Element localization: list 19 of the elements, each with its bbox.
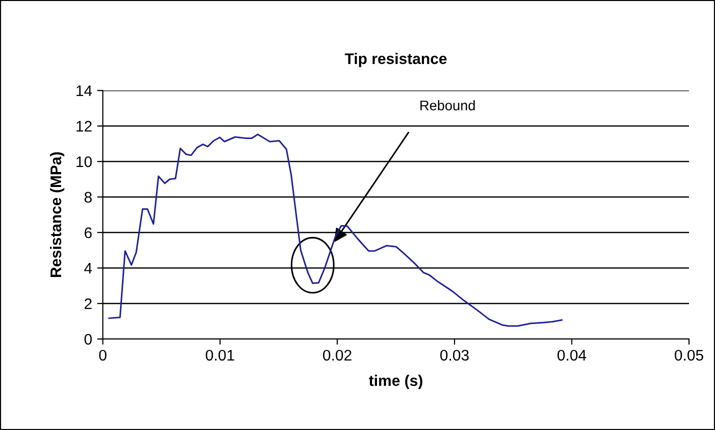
x-tick-label: 0.01 xyxy=(206,350,234,361)
y-tick-label: 2 xyxy=(84,298,92,310)
y-tick-label: 14 xyxy=(76,86,92,96)
x-tick-label: 0 xyxy=(99,350,106,361)
y-tick-label: 12 xyxy=(76,120,92,132)
y-tick-label: 8 xyxy=(84,192,92,203)
y-tick-label: 6 xyxy=(84,227,92,238)
x-tick-label: 0.02 xyxy=(323,350,352,361)
chart-title: Tip resistance xyxy=(344,52,447,68)
line-series xyxy=(108,134,563,327)
y-axis-title: Resistance (MPa) xyxy=(50,152,64,277)
y-tick-label: 4 xyxy=(84,263,92,274)
x-tick-label: 0.04 xyxy=(557,350,586,361)
y-tick-label: 0 xyxy=(84,334,92,345)
annotation: Rebound xyxy=(420,100,475,110)
x-tick-label: 0.03 xyxy=(440,350,469,361)
y-tick-label: 10 xyxy=(76,156,92,168)
x-axis-title: time (s) xyxy=(368,374,422,390)
x-tick-label: 0.05 xyxy=(674,350,704,361)
